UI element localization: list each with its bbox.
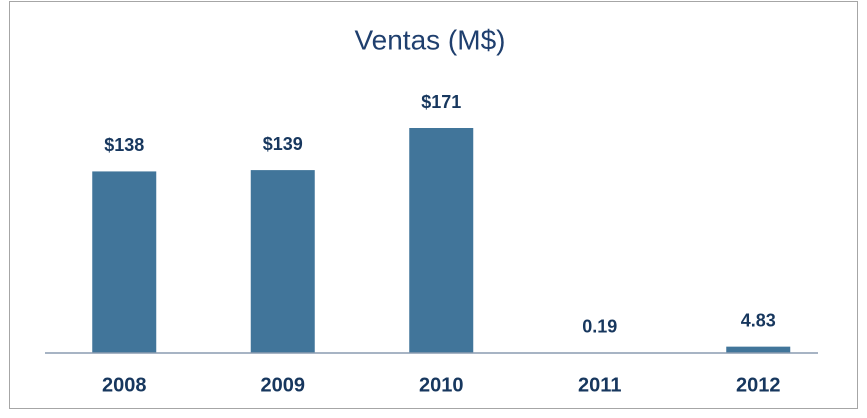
value-label: 0.19 bbox=[582, 317, 617, 337]
bar bbox=[726, 346, 791, 353]
x-tick-label: 2011 bbox=[578, 374, 621, 396]
chart-title: Ventas (M$) bbox=[355, 24, 506, 55]
value-label: $171 bbox=[421, 92, 461, 112]
value-label: $138 bbox=[104, 135, 144, 155]
x-tick-label: 2009 bbox=[261, 374, 306, 396]
value-label: 4.83 bbox=[741, 310, 776, 330]
bar bbox=[250, 170, 315, 353]
bar bbox=[92, 171, 157, 353]
x-tick-label: 2010 bbox=[419, 374, 464, 396]
x-tick-label: 2008 bbox=[102, 374, 147, 396]
bar bbox=[409, 128, 474, 353]
x-tick-label: 2012 bbox=[736, 374, 781, 396]
value-label: $139 bbox=[263, 134, 303, 154]
